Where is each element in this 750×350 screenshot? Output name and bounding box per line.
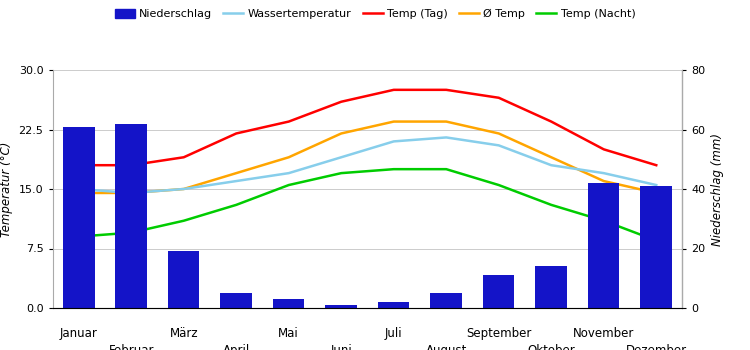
Text: September: September	[466, 328, 532, 341]
Y-axis label: Temperatur (°C): Temperatur (°C)	[0, 141, 13, 237]
Bar	[273, 299, 304, 308]
Y-axis label: Niederschlag (mm): Niederschlag (mm)	[711, 133, 724, 245]
Bar	[116, 124, 147, 308]
Text: August: August	[425, 344, 467, 350]
Bar	[168, 251, 200, 308]
Bar	[588, 183, 620, 308]
Text: Mai: Mai	[278, 328, 299, 341]
Bar	[378, 302, 410, 308]
Text: März: März	[170, 328, 198, 341]
Text: April: April	[223, 344, 250, 350]
Text: Dezember: Dezember	[626, 344, 687, 350]
Text: Oktober: Oktober	[527, 344, 575, 350]
Bar	[640, 186, 672, 308]
Legend: Niederschlag, Wassertemperatur, Temp (Tag), Ø Temp, Temp (Nacht): Niederschlag, Wassertemperatur, Temp (Ta…	[111, 6, 639, 23]
Bar	[536, 266, 567, 308]
Bar	[483, 275, 514, 308]
Text: Februar: Februar	[109, 344, 154, 350]
Text: Januar: Januar	[60, 328, 98, 341]
Bar	[326, 305, 357, 308]
Bar	[220, 293, 252, 308]
Text: Juni: Juni	[330, 344, 352, 350]
Bar	[430, 293, 462, 308]
Bar	[63, 127, 94, 308]
Text: Juli: Juli	[385, 328, 403, 341]
Text: November: November	[573, 328, 634, 341]
